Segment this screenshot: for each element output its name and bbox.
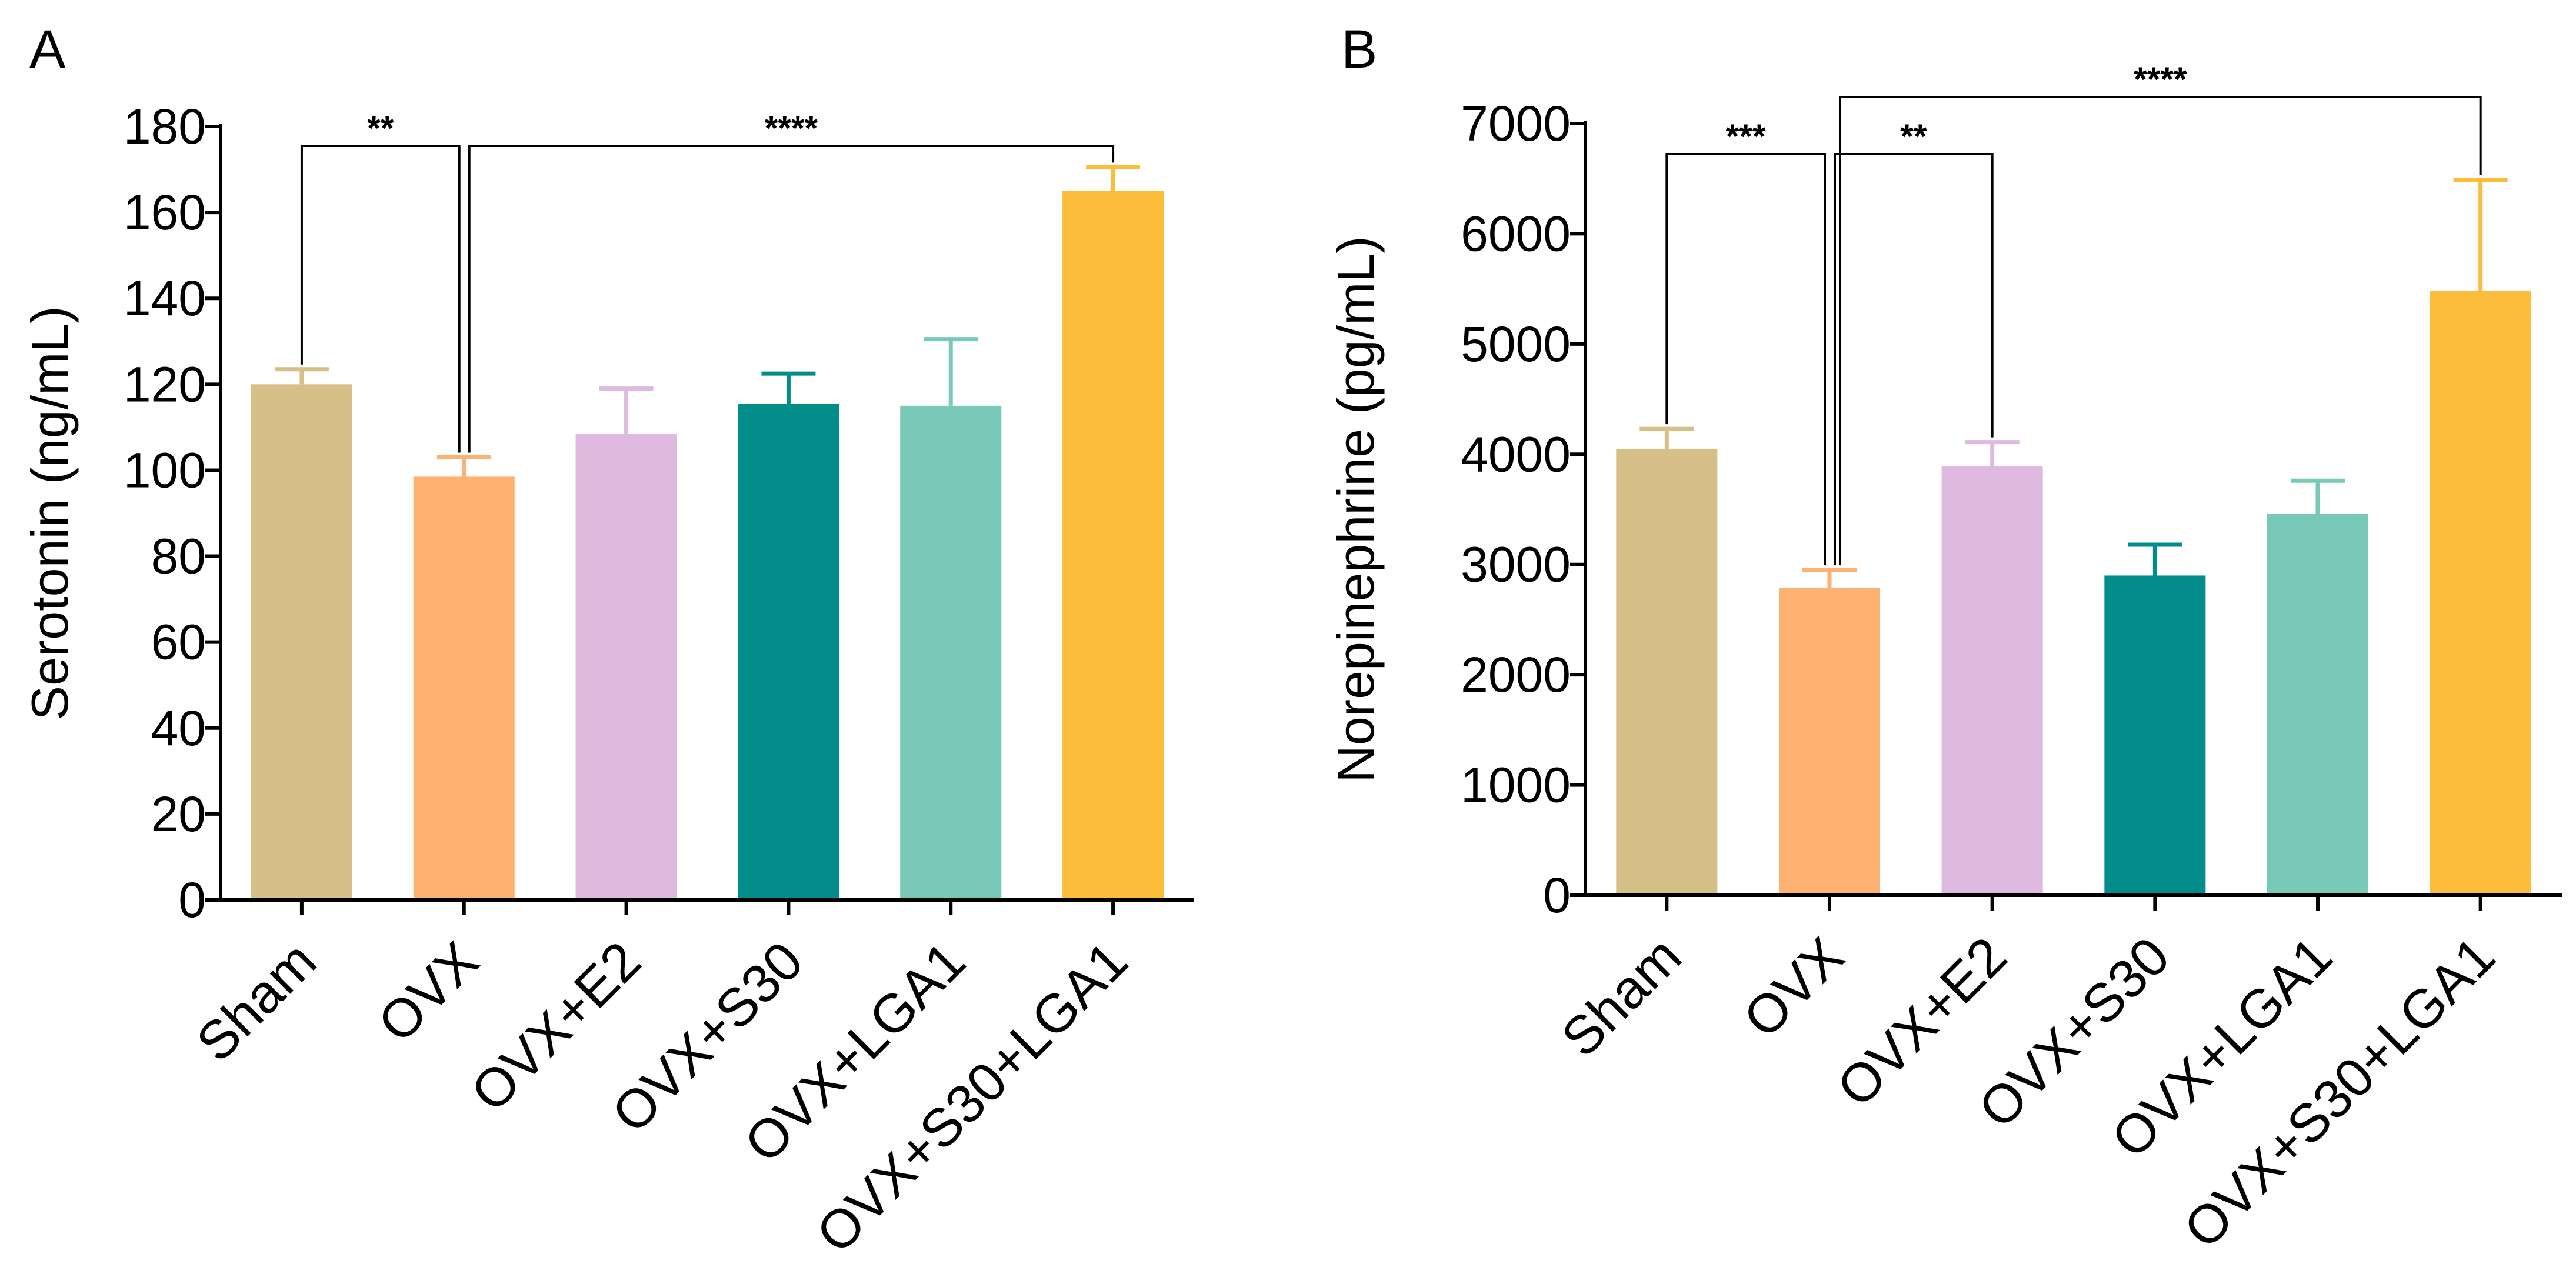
y-axis-title: Serotonin (ng/mL) <box>21 306 79 720</box>
y-tick-label: 20 <box>151 786 206 842</box>
y-tick-label: 1000 <box>1461 758 1571 813</box>
y-tick-label: 40 <box>151 701 206 756</box>
bar-ovx-e2 <box>575 434 677 900</box>
bar-ovx-s30-lga1 <box>1062 191 1164 900</box>
y-tick-label: 160 <box>124 185 206 240</box>
category-label: OVX+S30+LGA1 <box>805 931 1139 1265</box>
y-tick-label: 60 <box>151 615 206 670</box>
bar-ovx-lga1 <box>2267 514 2368 895</box>
y-tick-label: 3000 <box>1461 537 1571 592</box>
bar-ovx-s30-lga1 <box>2430 291 2531 896</box>
y-tick-label: 4000 <box>1461 426 1571 482</box>
panel-letter: B <box>1341 19 1377 79</box>
bar-ovx <box>413 476 515 900</box>
significance-bracket <box>300 145 461 453</box>
y-tick-label: 0 <box>1543 868 1571 923</box>
y-axis-title: Norepinephrine (pg/mL) <box>1327 236 1385 782</box>
significance-bracket <box>468 145 1115 453</box>
bar-sham <box>251 384 352 900</box>
y-tick-label: 120 <box>124 356 206 412</box>
y-tick-label: 140 <box>124 271 206 326</box>
y-tick-label: 80 <box>151 529 206 584</box>
bar-ovx <box>1779 588 1880 895</box>
panel-letter: A <box>29 19 66 79</box>
significance-label: ** <box>367 109 394 148</box>
y-tick-label: 5000 <box>1461 316 1571 372</box>
category-label: Sham <box>185 931 328 1073</box>
significance-bracket <box>1665 153 1826 566</box>
bar-ovx-s30 <box>738 404 839 900</box>
significance-bracket <box>1839 96 2482 566</box>
y-tick-label: 0 <box>178 872 206 928</box>
bar-ovx-lga1 <box>900 405 1002 900</box>
category-label: OVX <box>366 931 490 1054</box>
panel-a: A Serotonin (ng/mL) 0 20 40 60 80 100 120 140 160 1… <box>21 19 1194 1265</box>
bar-ovx-e2 <box>1941 466 2043 895</box>
bar-sham <box>1616 448 1718 895</box>
bar-ovx-s30 <box>2104 575 2206 895</box>
y-tick-label: 180 <box>124 99 206 154</box>
y-tick-label: 7000 <box>1461 96 1571 151</box>
significance-label: **** <box>2134 61 2187 99</box>
significance-label: **** <box>765 109 818 148</box>
category-label: OVX+S30+LGA1 <box>2172 926 2507 1260</box>
category-label: OVX <box>1732 926 1856 1049</box>
y-tick-label: 100 <box>124 442 206 498</box>
y-tick-label: 6000 <box>1461 206 1571 261</box>
category-label: Sham <box>1550 926 1692 1068</box>
panel-b: B Norepinephrine (pg/mL) 0 1000 2000 3000 4000… <box>1327 19 2562 1260</box>
significance-label: ** <box>1900 118 1927 156</box>
significance-bracket <box>1834 153 1994 566</box>
significance-label: *** <box>1726 118 1766 156</box>
y-tick-label: 2000 <box>1461 647 1571 702</box>
